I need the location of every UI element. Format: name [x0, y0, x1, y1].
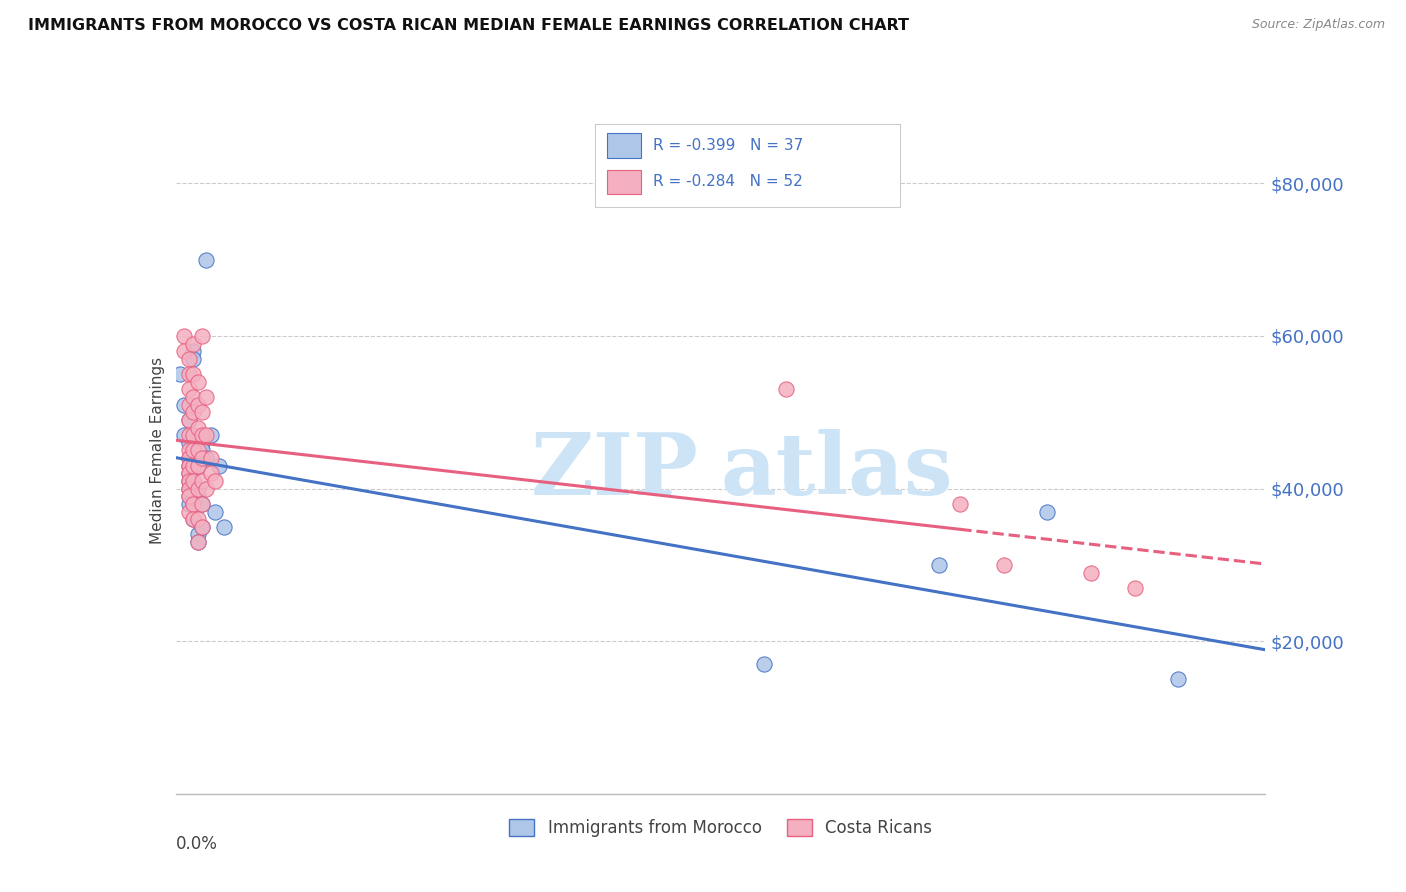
Point — [204, 504, 226, 518]
Point — [928, 558, 950, 572]
Point — [775, 383, 797, 397]
Point — [181, 336, 204, 351]
Text: ZIP: ZIP — [531, 429, 699, 513]
Text: 0.0%: 0.0% — [176, 835, 218, 853]
Point — [177, 497, 200, 511]
Point — [191, 329, 214, 343]
Point — [200, 428, 222, 442]
Point — [191, 428, 214, 442]
Point — [191, 497, 214, 511]
Point — [191, 520, 214, 534]
Point — [191, 497, 214, 511]
Point — [177, 413, 200, 427]
Point — [195, 451, 218, 466]
Point — [177, 451, 200, 466]
Point — [195, 482, 218, 496]
Point — [177, 489, 200, 503]
Point — [181, 458, 204, 473]
Point — [195, 390, 218, 404]
Point — [181, 512, 204, 526]
Point — [186, 375, 209, 389]
Text: atlas: atlas — [721, 429, 953, 513]
Point — [181, 344, 204, 359]
Point — [177, 467, 200, 481]
Point — [177, 458, 200, 473]
Point — [169, 367, 191, 381]
Point — [177, 474, 200, 488]
Point — [177, 474, 200, 488]
Point — [177, 413, 200, 427]
Point — [191, 405, 214, 419]
Point — [177, 482, 200, 496]
Point — [181, 497, 204, 511]
Point — [191, 435, 214, 450]
Point — [173, 428, 195, 442]
Point — [204, 474, 226, 488]
Point — [993, 558, 1015, 572]
Point — [186, 489, 209, 503]
Point — [177, 398, 200, 412]
Point — [173, 398, 195, 412]
Point — [195, 428, 218, 442]
Point — [181, 497, 204, 511]
Point — [186, 535, 209, 549]
Point — [1123, 581, 1146, 595]
Point — [181, 443, 204, 458]
Point — [186, 482, 209, 496]
Point — [181, 458, 204, 473]
Point — [186, 527, 209, 541]
Legend: Immigrants from Morocco, Costa Ricans: Immigrants from Morocco, Costa Ricans — [502, 813, 939, 844]
Point — [173, 344, 195, 359]
Point — [186, 398, 209, 412]
Point — [177, 467, 200, 481]
Point — [1167, 673, 1189, 687]
Point — [177, 351, 200, 366]
Point — [191, 443, 214, 458]
Point — [181, 474, 204, 488]
Point — [177, 489, 200, 503]
Point — [208, 458, 231, 473]
Point — [181, 512, 204, 526]
Point — [186, 420, 209, 434]
Point — [195, 252, 218, 267]
Point — [1036, 504, 1059, 518]
Point — [186, 535, 209, 549]
Point — [181, 405, 204, 419]
Point — [186, 512, 209, 526]
Point — [181, 367, 204, 381]
Point — [949, 497, 972, 511]
Point — [181, 451, 204, 466]
Point — [191, 474, 214, 488]
Point — [200, 451, 222, 466]
Text: Source: ZipAtlas.com: Source: ZipAtlas.com — [1251, 18, 1385, 31]
Point — [186, 443, 209, 458]
Point — [177, 383, 200, 397]
Point — [177, 451, 200, 466]
Point — [186, 458, 209, 473]
Point — [200, 467, 222, 481]
Point — [177, 428, 200, 442]
Point — [177, 435, 200, 450]
Point — [181, 390, 204, 404]
Point — [177, 504, 200, 518]
Point — [177, 458, 200, 473]
Point — [177, 367, 200, 381]
Point — [191, 451, 214, 466]
Point — [186, 458, 209, 473]
Point — [754, 657, 776, 672]
Point — [181, 428, 204, 442]
Point — [1080, 566, 1102, 580]
Point — [177, 482, 200, 496]
Point — [212, 520, 235, 534]
Point — [173, 329, 195, 343]
Point — [181, 351, 204, 366]
Text: IMMIGRANTS FROM MOROCCO VS COSTA RICAN MEDIAN FEMALE EARNINGS CORRELATION CHART: IMMIGRANTS FROM MOROCCO VS COSTA RICAN M… — [28, 18, 910, 33]
Point — [177, 443, 200, 458]
Y-axis label: Median Female Earnings: Median Female Earnings — [149, 357, 165, 544]
Point — [191, 520, 214, 534]
Point — [181, 474, 204, 488]
